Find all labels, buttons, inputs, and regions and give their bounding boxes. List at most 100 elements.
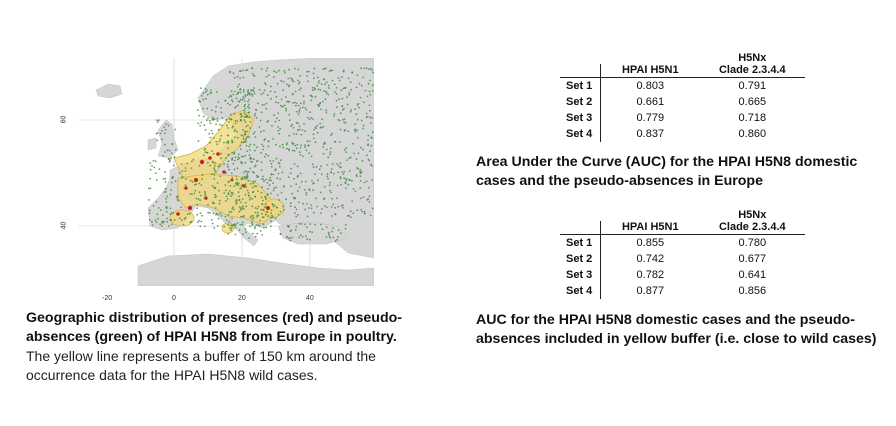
absence-point (233, 168, 236, 171)
absence-point (155, 221, 158, 224)
absence-point (325, 90, 327, 93)
absence-point (243, 105, 246, 108)
absence-point (297, 113, 300, 116)
absence-point (234, 226, 237, 229)
absence-point (319, 89, 322, 91)
absence-point (288, 113, 291, 116)
absence-point (347, 130, 350, 133)
absence-point (244, 170, 247, 172)
absence-point (292, 142, 295, 145)
absence-point (332, 227, 334, 230)
absence-point (280, 98, 283, 101)
absence-point (227, 193, 230, 196)
absence-point (161, 220, 164, 223)
absence-point (191, 193, 193, 196)
absence-point (263, 156, 266, 158)
absence-point (270, 97, 273, 100)
table-row: Set 4 0.877 0.856 (560, 283, 805, 299)
absence-point (260, 169, 263, 171)
absence-point (268, 179, 271, 182)
absence-point (240, 161, 243, 163)
absence-point (343, 171, 346, 173)
absence-point (371, 207, 374, 210)
absence-point (246, 173, 249, 176)
absence-point (279, 127, 281, 130)
absence-point (320, 173, 323, 176)
absence-point (298, 236, 300, 239)
absence-point (307, 207, 310, 209)
absence-point (347, 183, 350, 186)
absence-point (327, 84, 330, 87)
absence-point (204, 91, 207, 93)
absence-point (244, 131, 247, 133)
absence-point (212, 212, 215, 215)
absence-point (240, 155, 243, 158)
absence-point (224, 189, 227, 192)
absence-point (230, 118, 232, 120)
absence-point (322, 125, 325, 128)
absence-point (368, 186, 370, 189)
absence-point (260, 93, 263, 96)
absence-point (291, 123, 294, 126)
absence-point (343, 118, 346, 121)
absence-point (305, 235, 307, 238)
absence-point (303, 188, 306, 191)
absence-point (251, 161, 254, 163)
absence-point (361, 160, 364, 162)
absence-point (344, 121, 347, 124)
absence-point (227, 102, 229, 105)
absence-point (244, 94, 247, 96)
absence-point (330, 168, 333, 170)
absence-point (311, 86, 314, 89)
absence-point (343, 129, 346, 132)
absence-point (251, 72, 254, 75)
absence-point (297, 79, 299, 82)
absence-point (354, 123, 356, 125)
absence-point (323, 142, 326, 145)
absence-point (346, 159, 348, 161)
absence-point (232, 162, 235, 165)
absence-point (251, 198, 254, 200)
y-tick-40: 40 (60, 221, 68, 230)
absence-point (161, 138, 163, 141)
absence-point (369, 79, 371, 82)
absence-point (298, 222, 301, 225)
absence-point (307, 144, 309, 147)
absence-point (299, 74, 301, 77)
absence-point (260, 196, 263, 199)
absence-point (287, 100, 289, 103)
absence-point (253, 74, 256, 77)
absence-point (201, 214, 203, 217)
absence-point (282, 146, 284, 149)
absence-point (231, 99, 233, 101)
absence-point (252, 158, 255, 161)
absence-point (296, 214, 299, 216)
absence-point (254, 195, 256, 198)
absence-point (186, 162, 188, 165)
absence-point (256, 215, 258, 218)
absence-point (336, 184, 339, 187)
absence-point (331, 69, 334, 72)
absence-point (206, 89, 209, 92)
absence-point (265, 107, 268, 110)
absence-point (186, 213, 189, 216)
absence-point (231, 193, 234, 196)
absence-point (244, 121, 247, 124)
absence-point (240, 116, 243, 118)
absence-point (356, 118, 359, 121)
absence-point (184, 167, 187, 169)
absence-point (204, 151, 207, 153)
absence-point (280, 191, 283, 194)
absence-point (292, 196, 295, 199)
absence-point (248, 237, 251, 239)
absence-point (266, 211, 269, 214)
absence-point (306, 140, 309, 143)
absence-point (163, 126, 165, 129)
absence-point (363, 67, 366, 70)
absence-point (264, 138, 266, 140)
absence-point (220, 152, 222, 155)
absence-point (368, 90, 371, 93)
absence-point (355, 174, 358, 176)
absence-point (254, 136, 257, 138)
absence-point (152, 160, 155, 162)
